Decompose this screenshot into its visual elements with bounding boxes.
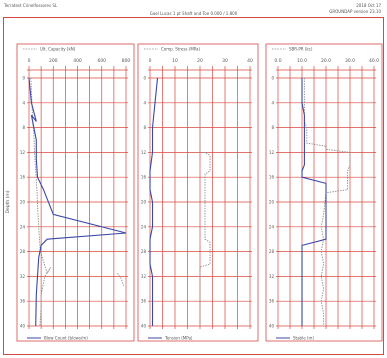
series-line-1 (30, 77, 52, 327)
x-tick-label: 600 (97, 58, 106, 64)
x-tick-label: 20 (197, 58, 203, 64)
y-tick-label: 28 (141, 249, 147, 254)
series-line-2 (28, 77, 127, 327)
y-tick-label: 0 (143, 76, 146, 81)
y-tick-label: 24 (141, 224, 147, 229)
y-tick-label: 12 (269, 150, 275, 155)
y-tick-label: 0 (22, 76, 25, 81)
y-tick-label: 4 (22, 100, 25, 105)
software-version: GROUNDAP version 23.10 (329, 9, 381, 14)
y-tick-label: 32 (141, 274, 147, 279)
y-tick-label: 12 (20, 150, 26, 155)
legend-top-label: SBR-PR (kc) (289, 47, 313, 52)
series-line-3 (117, 273, 125, 286)
series-line-2 (149, 77, 159, 326)
y-tick-label: 28 (20, 249, 26, 254)
y-tick-label: 16 (20, 175, 26, 180)
x-tick-label: 40.0 (369, 58, 379, 64)
y-tick-label: 24 (269, 224, 275, 229)
chart-title: Gael Lucas 1 pt Shaft and Toe 0.000 / 1.… (149, 11, 238, 16)
x-tick-label: 400 (73, 58, 82, 64)
series-line-1 (199, 78, 211, 326)
legend-bottom-label: Stable (m) (293, 336, 314, 341)
x-tick-label: 30.0 (345, 58, 355, 64)
x-tick-label: 0 (28, 58, 31, 64)
panel-2-border (137, 43, 259, 342)
legend-bottom-label: Blow Count (blows/m) (44, 336, 88, 341)
x-tick-label: 0 (149, 58, 152, 64)
legend-top-label: Comp. Stress (MPa) (161, 47, 200, 52)
company-name: Terratest Crinelfossores SL (4, 3, 58, 8)
panel-3-border (265, 43, 383, 342)
panel-1-border (16, 43, 135, 342)
y-tick-label: 16 (141, 175, 147, 180)
y-tick-label: 20 (141, 200, 147, 205)
plot-frame (3, 17, 384, 355)
x-tick-label: 200 (49, 58, 58, 64)
y-tick-label: 36 (269, 299, 275, 304)
x-tick-label: 0.0 (274, 58, 281, 64)
y-tick-label: 28 (269, 249, 275, 254)
y-tick-label: 20 (269, 200, 275, 205)
y-tick-label: 20 (20, 200, 26, 205)
y-tick-label: 40 (20, 324, 26, 329)
y-tick-label: 0 (271, 76, 274, 81)
y-tick-label: 8 (143, 125, 146, 130)
y-tick-label: 12 (141, 150, 147, 155)
x-tick-label: 800 (122, 58, 131, 64)
y-tick-label: 8 (22, 125, 25, 130)
y-tick-label: 4 (271, 100, 274, 105)
y-tick-label: 32 (269, 274, 275, 279)
report-date: 2018 Oct 17 (356, 3, 381, 8)
y-axis-title: Depth (m) (5, 190, 11, 213)
y-tick-label: 16 (269, 175, 275, 180)
y-tick-label: 24 (20, 224, 26, 229)
x-tick-label: 20.0 (321, 58, 331, 64)
series-line-2 (301, 78, 327, 326)
y-tick-label: 32 (20, 274, 26, 279)
x-tick-label: 10.0 (297, 58, 307, 64)
y-tick-label: 8 (271, 125, 274, 130)
y-tick-label: 36 (141, 299, 147, 304)
y-tick-label: 40 (269, 324, 275, 329)
x-tick-label: 40 (247, 58, 253, 64)
y-tick-label: 40 (141, 324, 147, 329)
y-tick-label: 36 (20, 299, 26, 304)
y-tick-label: 4 (143, 100, 146, 105)
x-tick-label: 10 (172, 58, 178, 64)
legend-top-label: Ult. Capacity (kN) (40, 47, 76, 52)
legend-bottom-label: Tension (MPa) (164, 336, 193, 341)
x-tick-label: 30 (222, 58, 228, 64)
